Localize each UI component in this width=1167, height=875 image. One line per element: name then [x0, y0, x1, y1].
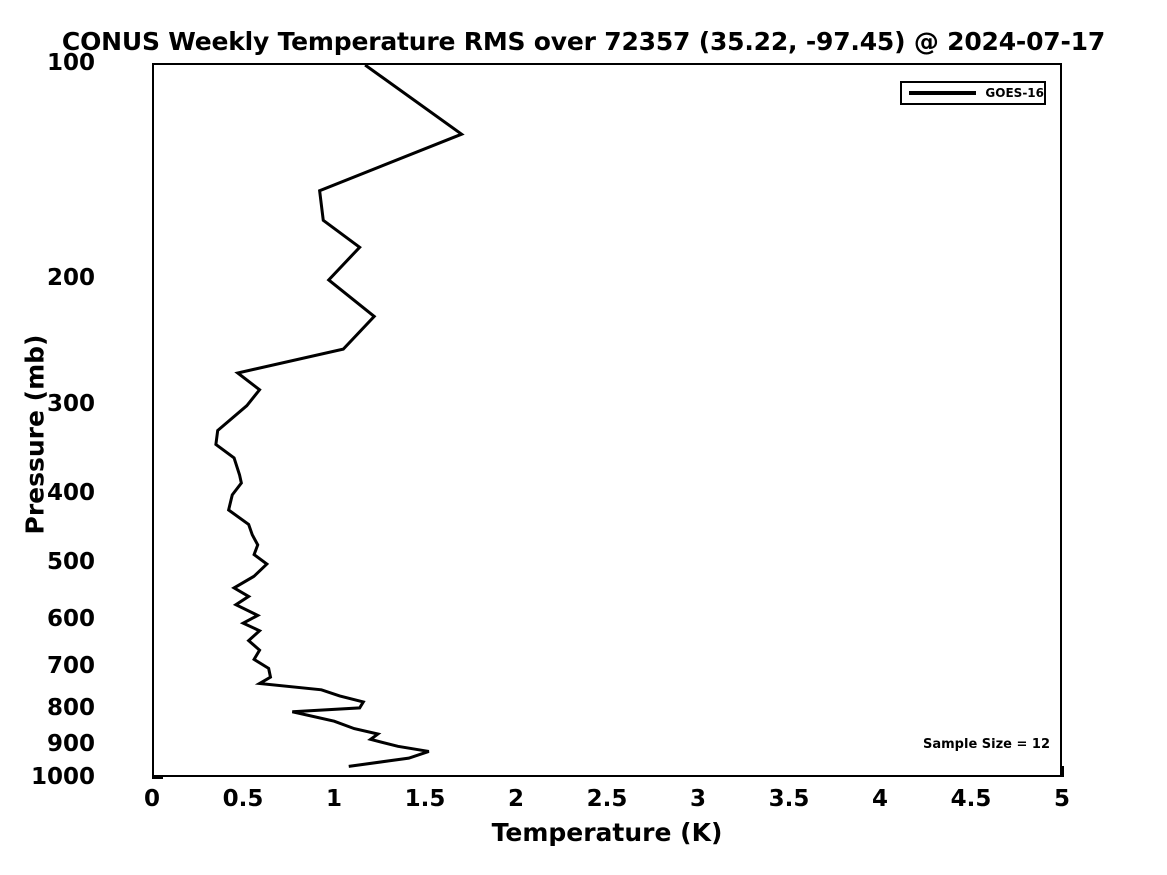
- x-tick-label-3-5: 3.5: [768, 786, 810, 812]
- y-tick-mark-1000: [152, 777, 163, 779]
- x-tick-mark-5: [1062, 766, 1064, 777]
- y-tick-label-700: 700: [46, 653, 95, 680]
- y-tick-label-900: 900: [46, 731, 95, 758]
- x-tick-label-3: 3: [689, 786, 707, 812]
- page-title: CONUS Weekly Temperature RMS over 72357 …: [61, 27, 1106, 56]
- y-tick-label-200: 200: [46, 264, 95, 291]
- x-tick-label-5: 5: [1053, 786, 1071, 812]
- y-tick-label-300: 300: [46, 390, 95, 417]
- sample-size-annotation: Sample Size = 12: [923, 737, 1051, 752]
- plot-area: [152, 63, 1062, 777]
- x-tick-label-4: 4: [871, 786, 889, 812]
- y-tick-label-800: 800: [46, 694, 95, 721]
- x-tick-label-1-5: 1.5: [404, 786, 446, 812]
- x-axis-label: Temperature (K): [491, 818, 723, 847]
- y-tick-label-600: 600: [46, 605, 95, 632]
- y-tick-label-100: 100: [46, 50, 95, 76]
- series-line-goes-16: [214, 65, 465, 768]
- y-tick-label-1000: 1000: [30, 764, 95, 790]
- legend: GOES-16: [900, 81, 1046, 105]
- data-series-goes-16: [214, 65, 465, 768]
- legend-label-goes-16: GOES-16: [985, 86, 1044, 100]
- x-tick-label-0: 0: [143, 786, 161, 812]
- x-tick-label-4-5: 4.5: [950, 786, 992, 812]
- x-tick-label-1: 1: [325, 786, 343, 812]
- x-tick-label-2-5: 2.5: [586, 786, 628, 812]
- x-tick-label-0-5: 0.5: [222, 786, 264, 812]
- x-tick-label-2: 2: [507, 786, 525, 812]
- y-tick-label-400: 400: [46, 479, 95, 506]
- y-tick-label-500: 500: [46, 549, 95, 576]
- legend-swatch-goes-16: [909, 91, 977, 95]
